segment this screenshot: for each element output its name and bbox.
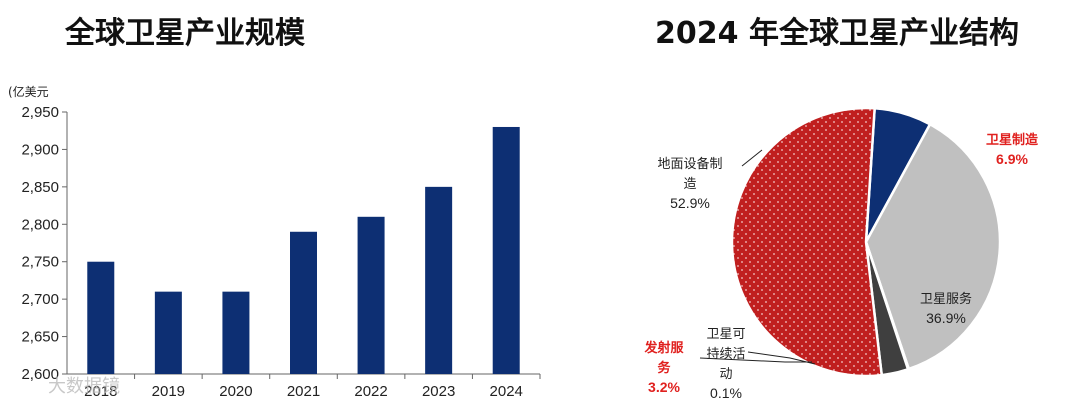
watermark-text: 大数据镜 bbox=[48, 376, 120, 397]
slice-launch-services-label: 务 bbox=[657, 360, 671, 376]
leader-line-sustain bbox=[747, 351, 816, 365]
slice-satellite-manufacturing-value: 6.9% bbox=[996, 151, 1028, 167]
leader-line-launch bbox=[699, 357, 812, 363]
x-tick-label: 2019 bbox=[152, 383, 185, 400]
y-tick-label: 2,750 bbox=[21, 254, 59, 271]
y-axis-unit-label: (亿美元 bbox=[8, 84, 49, 99]
y-tick-label: 2,850 bbox=[21, 179, 59, 196]
slice-satellite-manufacturing-label: 卫星制造 bbox=[986, 132, 1039, 148]
pie-slice-1 bbox=[864, 122, 1002, 371]
slice-ground-equipment-label: 地面设备制 bbox=[657, 156, 722, 172]
bar-chart: (亿美元 2,600 2,650 2,700 2,750 2,800 2,850 2,900 2… bbox=[8, 84, 541, 400]
x-tick-label: 2021 bbox=[287, 383, 320, 400]
slice-ground-equipment-value: 52.9% bbox=[670, 195, 710, 211]
y-tick-label: 2,700 bbox=[21, 291, 59, 308]
leader-line-ground bbox=[741, 149, 763, 167]
bar-chart-title: 全球卫星产业规模 bbox=[65, 16, 305, 51]
x-tick-label: 2023 bbox=[422, 383, 455, 400]
pie-slice-4 bbox=[730, 106, 884, 378]
slice-launch-services-label: 发射服 bbox=[643, 340, 684, 356]
bar-2024 bbox=[492, 126, 520, 374]
x-tick-label: 2018 bbox=[84, 383, 117, 400]
bar-2018 bbox=[87, 261, 115, 374]
x-tick-label: 2022 bbox=[354, 383, 387, 400]
slice-sustainability-value: 0.1% bbox=[710, 385, 742, 401]
y-tick-label: 2,950 bbox=[21, 104, 59, 121]
slice-satellite-services-value: 36.9% bbox=[926, 310, 966, 326]
bar-2022 bbox=[357, 216, 385, 374]
slice-sustainability-label: 持续活 bbox=[706, 347, 745, 362]
slice-satellite-services-label: 卫星服务 bbox=[920, 291, 972, 307]
slice-sustainability-label: 卫星可 bbox=[706, 327, 745, 342]
x-tick-label: 2024 bbox=[490, 383, 523, 400]
bar-2021 bbox=[290, 231, 317, 374]
pie-chart-title: 2024 年全球卫星产业结构 bbox=[655, 16, 1019, 51]
slice-ground-equipment-label: 造 bbox=[683, 177, 696, 192]
y-tick-label: 2,650 bbox=[21, 329, 59, 346]
slice-launch-services-value: 3.2% bbox=[648, 379, 680, 395]
bar-2019 bbox=[154, 291, 182, 374]
slice-sustainability-label: 动 bbox=[719, 367, 732, 382]
bar-2023 bbox=[425, 186, 453, 374]
y-tick-label: 2,600 bbox=[21, 366, 59, 383]
x-tick-label: 2020 bbox=[219, 383, 252, 400]
bar-2020 bbox=[222, 291, 250, 374]
y-tick-label: 2,900 bbox=[21, 141, 59, 158]
y-tick-label: 2,800 bbox=[21, 216, 59, 233]
